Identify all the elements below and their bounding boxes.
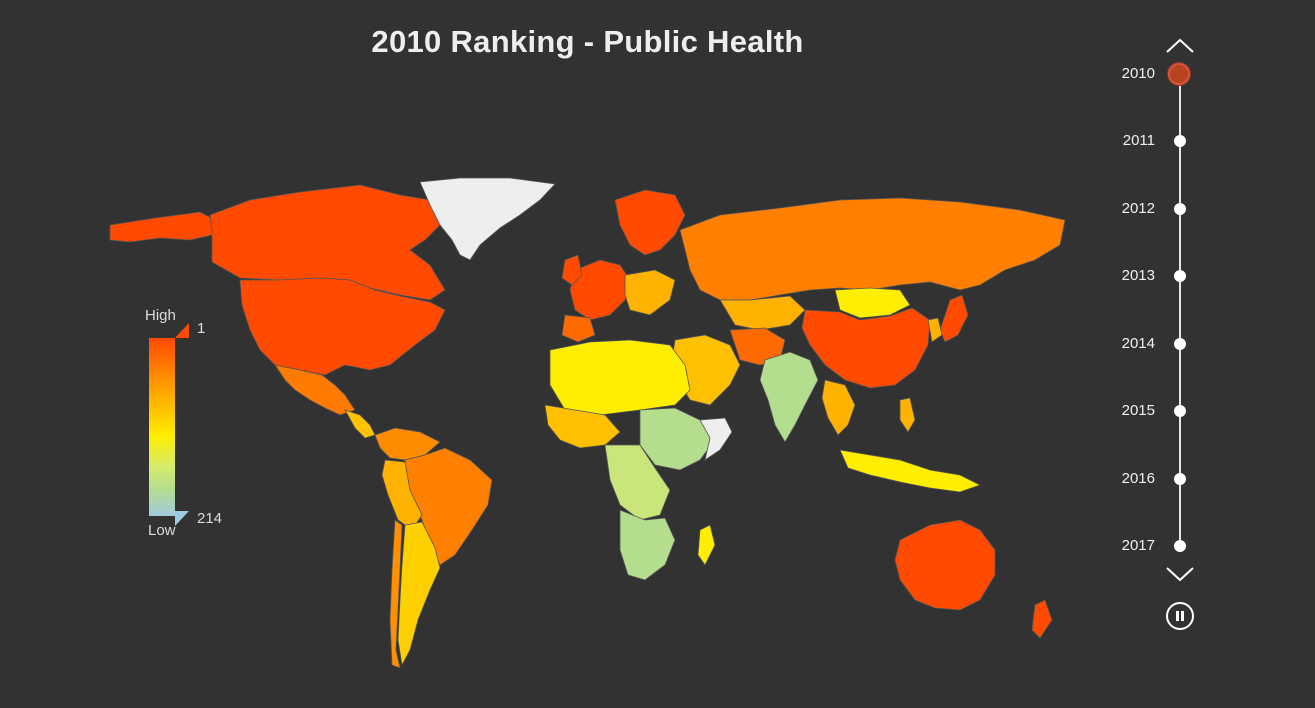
legend-gradient-bar	[149, 338, 175, 516]
timeline-year-label: 2016	[1121, 470, 1155, 487]
country-argentina[interactable]	[397, 521, 441, 667]
timeline-year-label: 2010	[1121, 65, 1155, 82]
timeline-down-button[interactable]	[1165, 564, 1195, 584]
timeline-dot	[1174, 473, 1186, 485]
country-central-europe[interactable]	[624, 269, 676, 316]
timeline-year-label: 2011	[1122, 132, 1155, 149]
country-china[interactable]	[801, 307, 931, 389]
country-north-africa[interactable]	[549, 339, 691, 416]
country-india[interactable]	[759, 351, 819, 443]
timeline-year-2016[interactable]: 2016	[1105, 469, 1205, 489]
country-philippines[interactable]	[899, 397, 916, 433]
timeline-active-dot	[1168, 63, 1190, 85]
country-chile[interactable]	[389, 519, 403, 669]
timeline-year-label: 2013	[1121, 267, 1155, 284]
timeline-year-label: 2012	[1121, 200, 1155, 217]
timeline-dot	[1174, 540, 1186, 552]
country-southern-africa[interactable]	[619, 509, 676, 581]
world-map	[100, 170, 1075, 680]
timeline-year-2017[interactable]: 2017	[1105, 536, 1205, 556]
country-central-america[interactable]	[344, 409, 376, 439]
timeline-year-label: 2015	[1121, 402, 1155, 419]
country-mongolia[interactable]	[834, 287, 911, 319]
timeline-dot	[1174, 135, 1186, 147]
timeline-dot	[1174, 405, 1186, 417]
timeline-up-button[interactable]	[1165, 36, 1195, 56]
legend-high-label: High	[145, 307, 176, 324]
timeline-year-2010[interactable]: 2010	[1105, 63, 1205, 85]
year-timeline: 2010 2011 2012 2013 2014 2015 2016 2017	[1105, 30, 1215, 650]
chevron-up-icon	[1166, 38, 1194, 53]
legend-min-rank: 214	[197, 510, 223, 527]
legend-low-label: Low	[148, 522, 176, 539]
country-new-zealand[interactable]	[1031, 599, 1053, 639]
country-iberia[interactable]	[561, 314, 596, 343]
page-title: 2010 Ranking - Public Health	[371, 24, 804, 59]
country-alaska[interactable]	[109, 211, 216, 243]
timeline-year-2011[interactable]: 2011	[1105, 131, 1205, 151]
timeline-year-label: 2017	[1121, 537, 1155, 554]
country-madagascar[interactable]	[697, 524, 716, 566]
country-korea[interactable]	[927, 317, 943, 343]
legend-low-marker	[175, 511, 189, 526]
timeline-year-2012[interactable]: 2012	[1105, 199, 1205, 219]
legend-max-rank: 1	[197, 320, 206, 337]
country-usa[interactable]	[239, 277, 446, 376]
country-indonesia[interactable]	[839, 449, 982, 493]
chevron-down-icon	[1166, 567, 1194, 582]
timeline-dot	[1174, 338, 1186, 350]
country-japan[interactable]	[939, 294, 969, 343]
timeline-track	[1179, 74, 1181, 546]
country-east-africa[interactable]	[639, 407, 716, 471]
country-canada[interactable]	[209, 184, 446, 301]
timeline-dot	[1174, 270, 1186, 282]
timeline-year-label: 2014	[1121, 335, 1155, 352]
country-horn-of-africa[interactable]	[699, 417, 733, 461]
legend-high-marker	[175, 323, 189, 338]
country-russia[interactable]	[679, 197, 1066, 301]
country-scandinavia[interactable]	[614, 189, 686, 256]
country-western-europe[interactable]	[569, 259, 631, 321]
color-legend: High 1 214 Low	[140, 305, 230, 545]
country-greenland[interactable]	[419, 177, 556, 261]
timeline-year-2015[interactable]: 2015	[1105, 401, 1205, 421]
timeline-year-2014[interactable]: 2014	[1105, 334, 1205, 354]
country-central-africa[interactable]	[604, 444, 671, 521]
country-kazakhstan[interactable]	[719, 295, 806, 331]
country-australia[interactable]	[894, 519, 996, 611]
country-southeast-asia[interactable]	[821, 379, 856, 436]
country-uk[interactable]	[561, 254, 583, 286]
timeline-dot	[1174, 203, 1186, 215]
pause-icon[interactable]	[1166, 602, 1194, 630]
timeline-year-2013[interactable]: 2013	[1105, 266, 1205, 286]
